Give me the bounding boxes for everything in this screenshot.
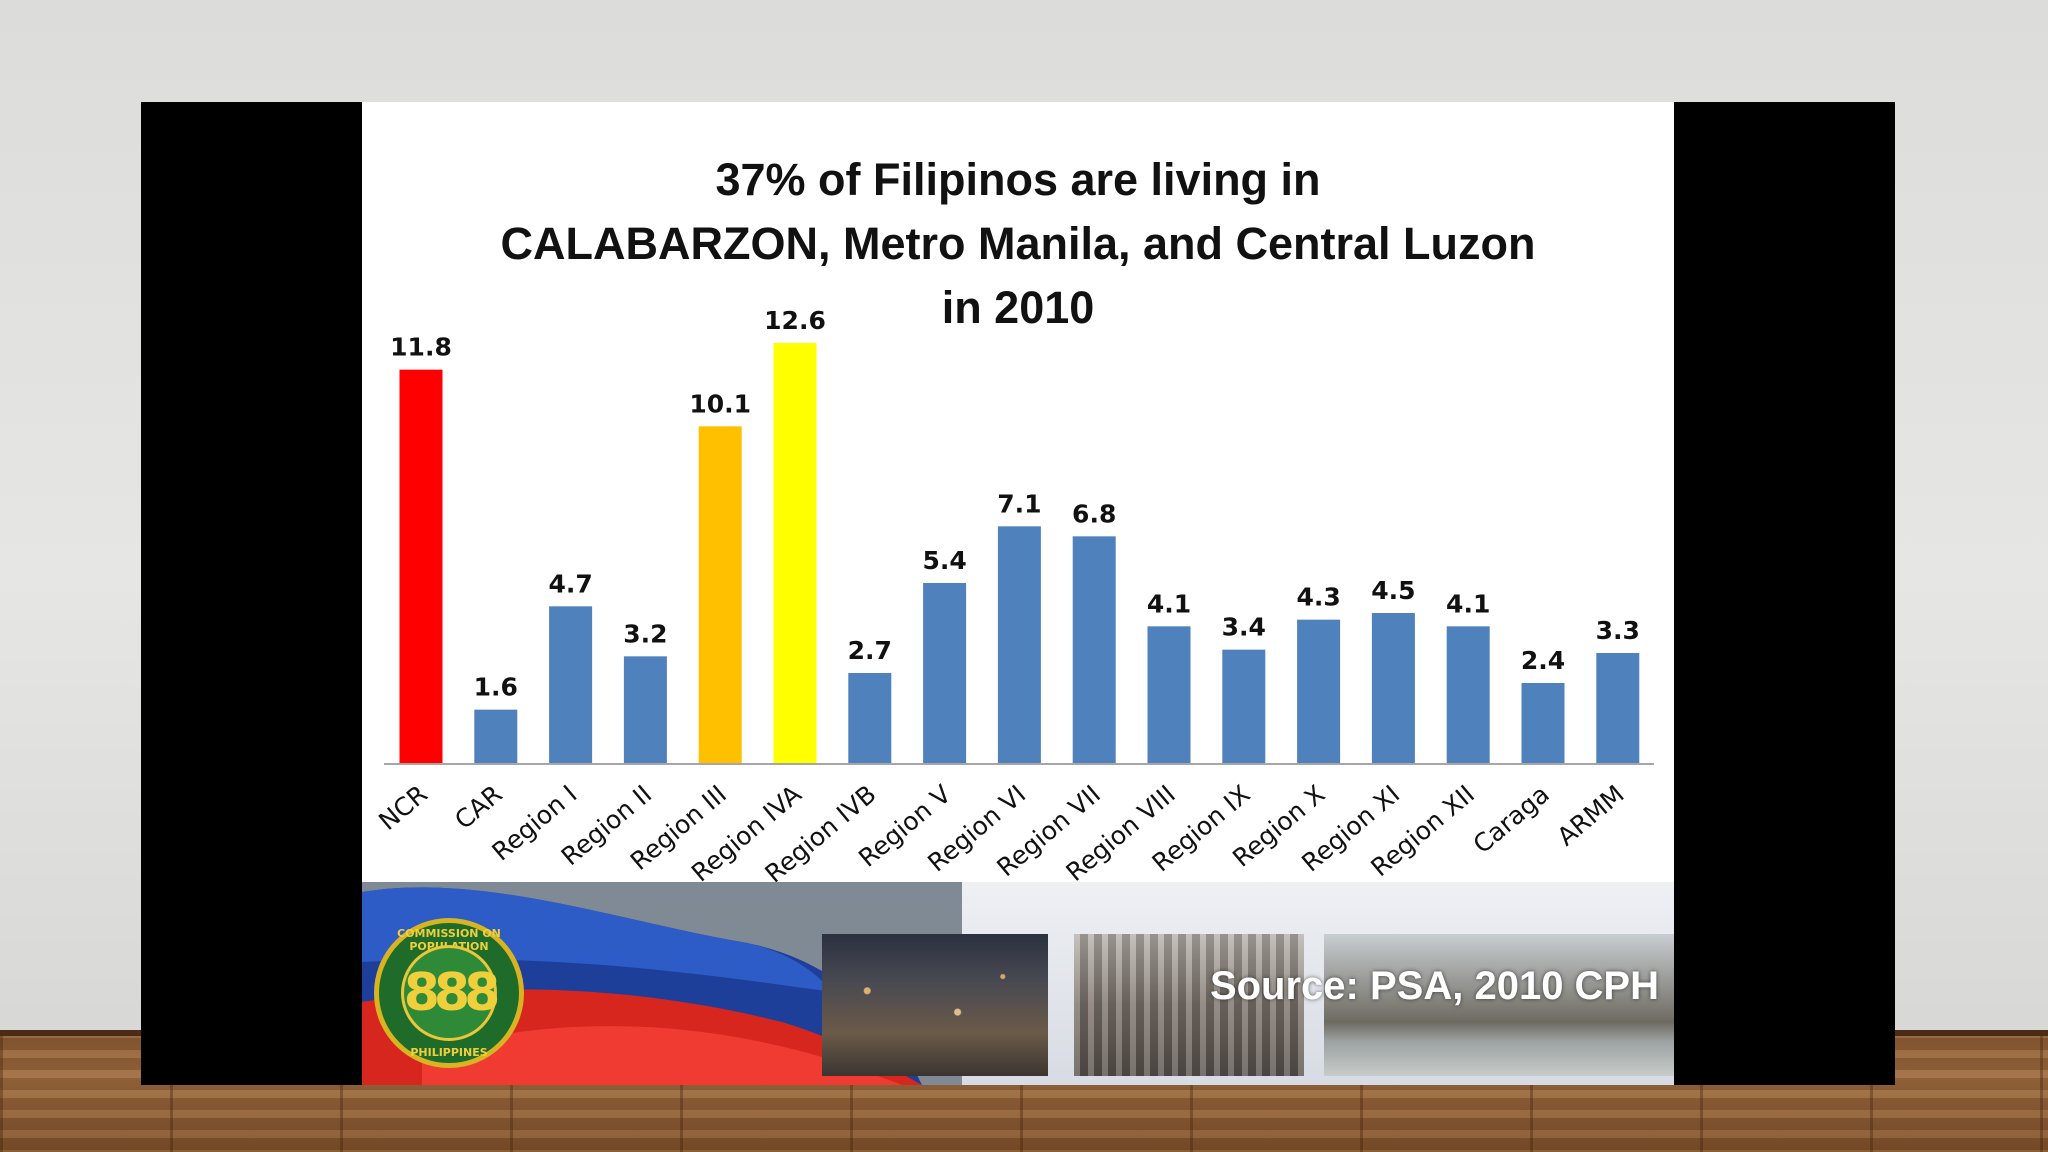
x-tick-label: CAR xyxy=(449,779,507,835)
bar-car xyxy=(474,709,518,763)
data-label: 2.4 xyxy=(1521,646,1565,675)
city-night-photo xyxy=(822,934,1048,1076)
bar-region-vii xyxy=(1072,536,1116,763)
title-line-2: CALABARZON, Metro Manila, and Central Lu… xyxy=(500,218,1536,269)
data-label: 1.6 xyxy=(474,673,518,702)
data-label: 5.4 xyxy=(922,546,966,575)
bar-region-v xyxy=(923,583,967,763)
data-label: 12.6 xyxy=(764,306,826,335)
data-label: 4.1 xyxy=(1446,589,1490,618)
bar-region-x xyxy=(1297,619,1341,763)
chart-title: 37% of Filipinos are living in CALABARZO… xyxy=(362,148,1674,340)
river-settlement-photo xyxy=(1324,934,1674,1076)
data-label: 2.7 xyxy=(848,636,892,665)
logo-mark: 888 xyxy=(403,963,501,1023)
bar-armm xyxy=(1596,653,1640,763)
source-note: Source: PSA, 2010 CPH xyxy=(1209,964,1659,1008)
x-tick-label: ARMM xyxy=(1552,779,1630,851)
data-label: 6.8 xyxy=(1072,499,1116,528)
bar-region-ivb xyxy=(848,673,892,763)
data-label: 4.1 xyxy=(1147,589,1191,618)
bar-region-xi xyxy=(1371,613,1415,763)
bar-region-viii xyxy=(1147,626,1191,763)
data-label: 4.5 xyxy=(1371,576,1415,605)
x-tick-label: NCR xyxy=(373,779,433,836)
data-label: 3.2 xyxy=(623,619,667,648)
bar-region-ii xyxy=(623,656,667,763)
comission-on-population-logo: COMMISSION ON POPULATION 888 PHILIPPINES xyxy=(374,918,524,1068)
data-label: 3.3 xyxy=(1596,616,1640,645)
logo-emblem: 888 xyxy=(401,945,501,1041)
x-tick-label: Caraga xyxy=(1468,779,1555,859)
bar-caraga xyxy=(1521,683,1565,763)
data-label: 3.4 xyxy=(1222,613,1266,642)
bar-region-ix xyxy=(1222,649,1266,763)
crowd-photo xyxy=(1074,934,1304,1076)
data-label: 4.3 xyxy=(1296,583,1340,612)
bar-region-iii xyxy=(698,426,742,763)
bar-region-iva xyxy=(773,343,817,763)
title-line-3: in 2010 xyxy=(941,282,1095,333)
slide: 37% of Filipinos are living in CALABARZO… xyxy=(362,102,1674,1085)
bar-region-xii xyxy=(1446,626,1490,763)
data-label: 10.1 xyxy=(689,389,751,418)
bar-region-vi xyxy=(997,526,1041,763)
bar-ncr xyxy=(399,369,443,763)
data-label: 11.8 xyxy=(390,333,452,362)
title-line-1: 37% of Filipinos are living in xyxy=(715,154,1321,205)
logo-text-bottom: PHILIPPINES xyxy=(410,1046,488,1059)
data-label: 4.7 xyxy=(548,569,592,598)
data-label: 7.1 xyxy=(997,489,1041,518)
bar-region-i xyxy=(549,606,593,763)
